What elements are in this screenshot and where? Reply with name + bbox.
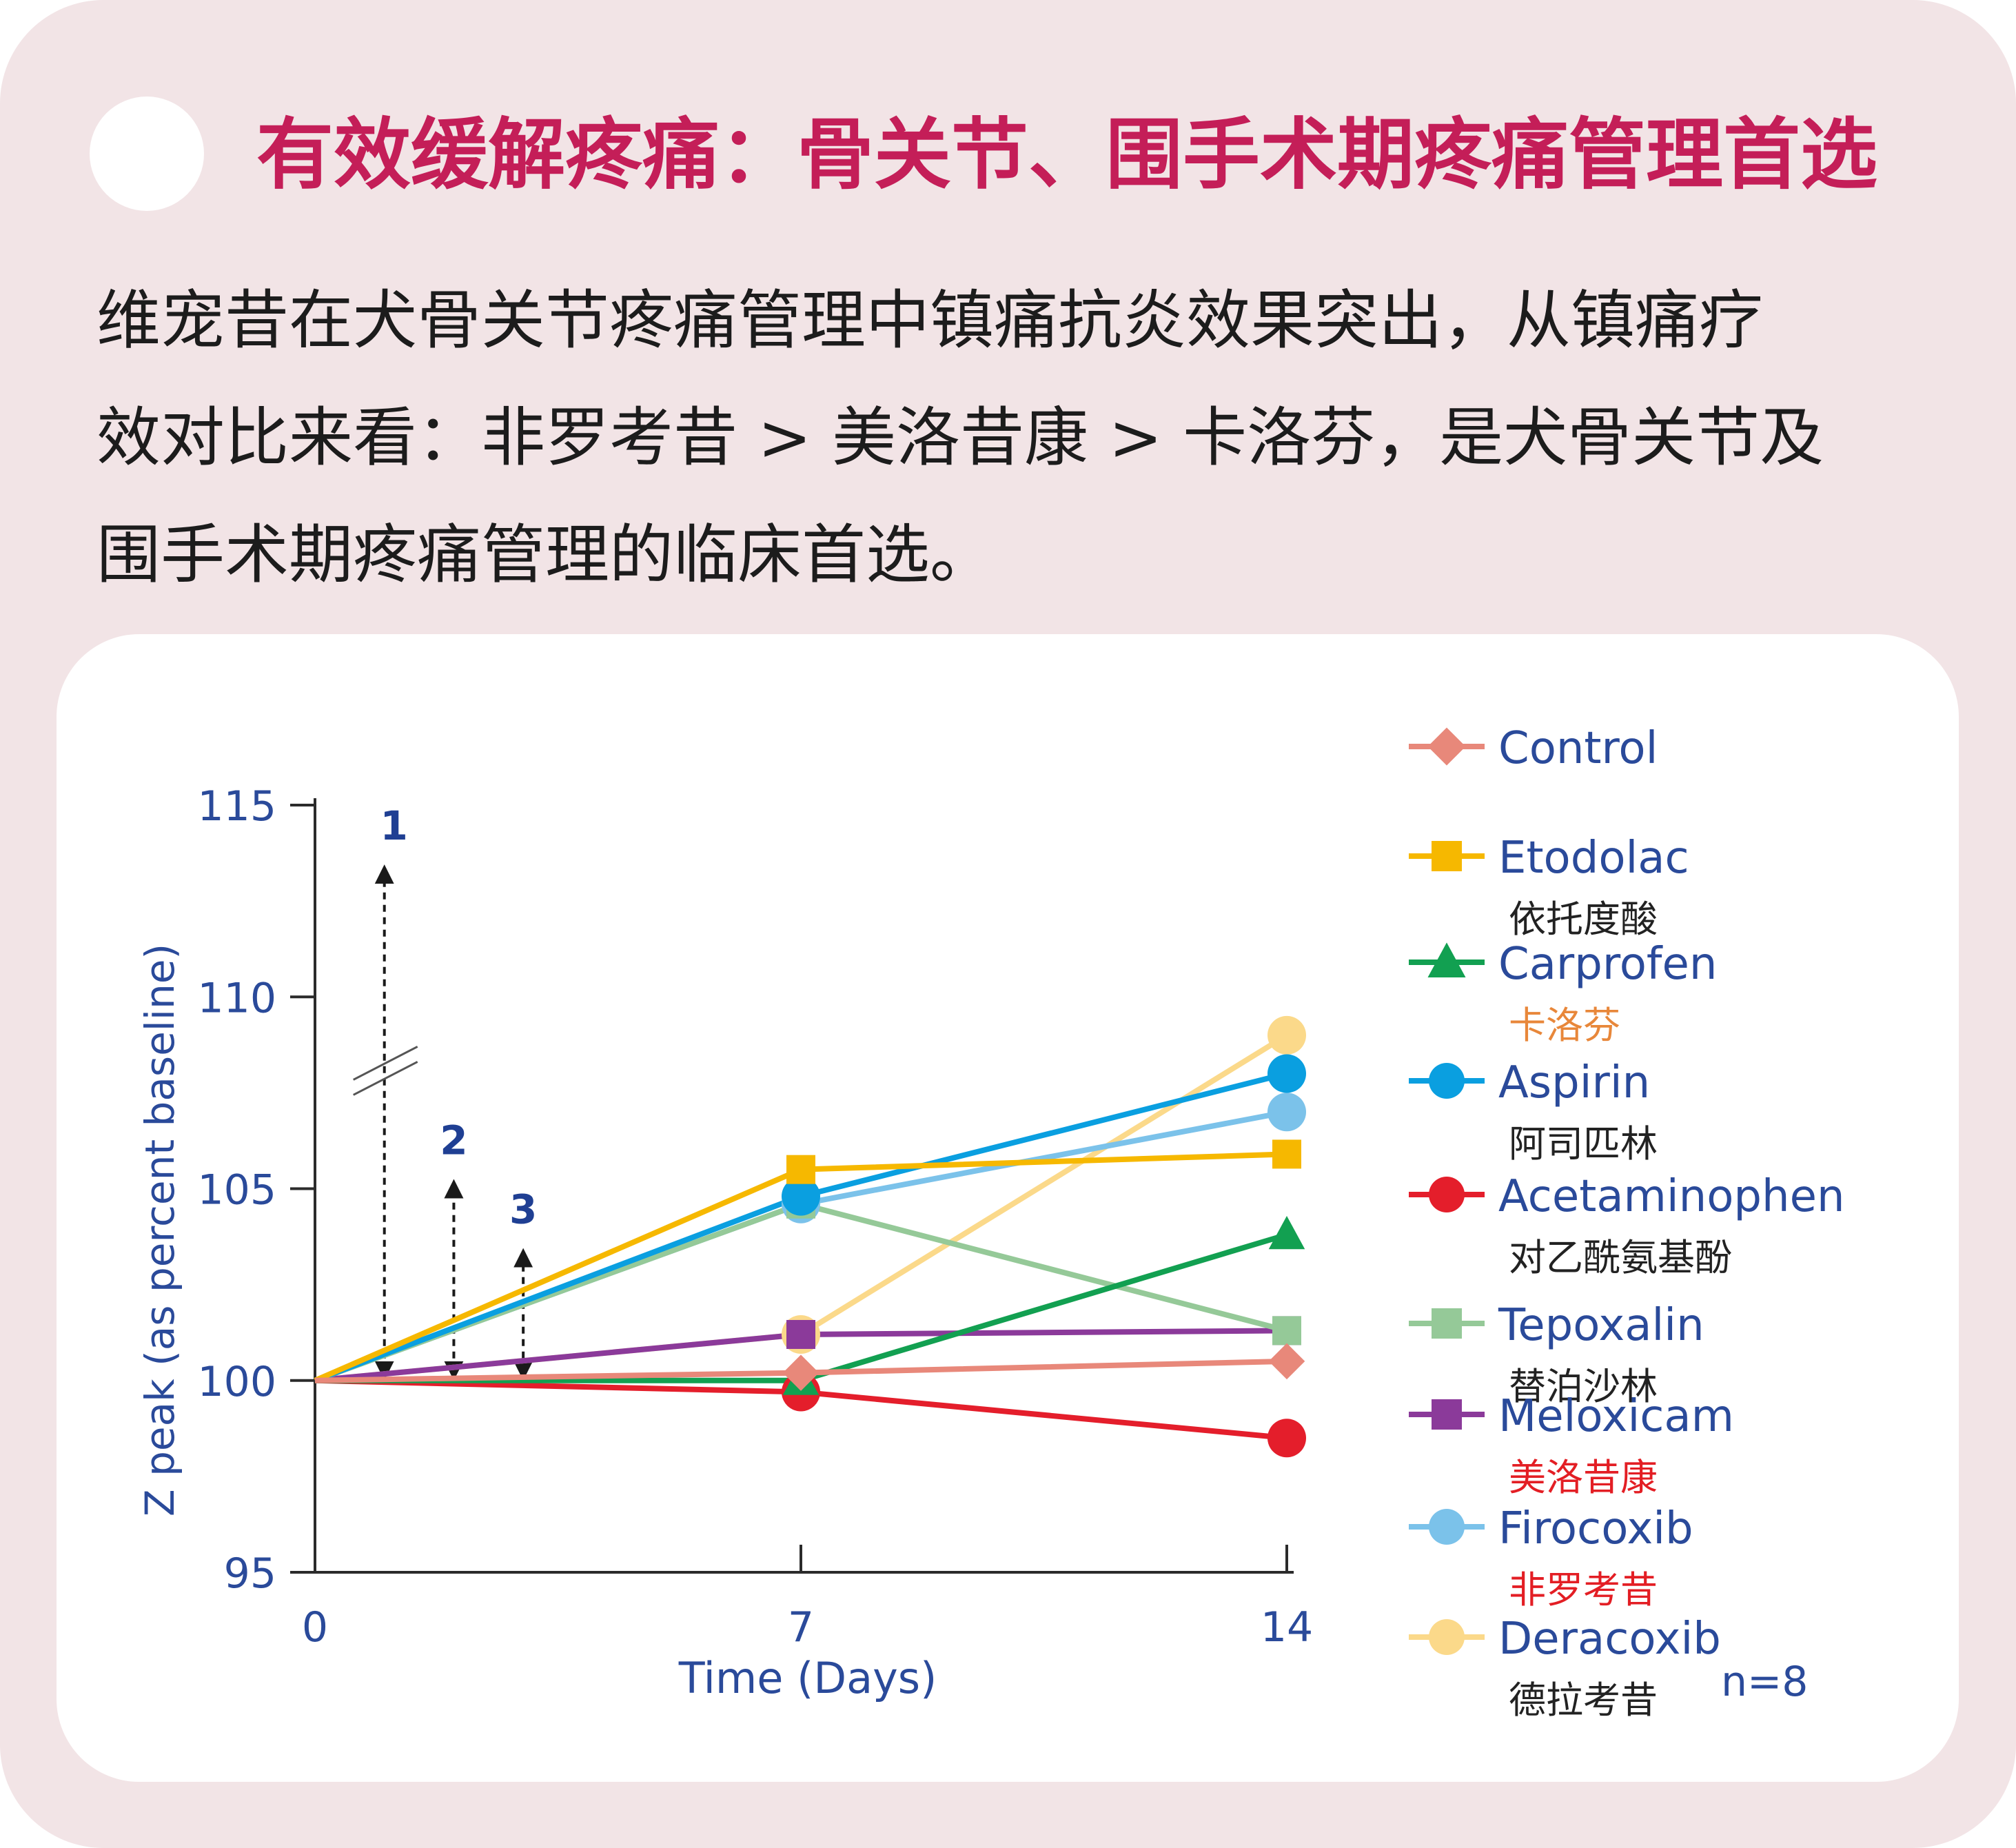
legend-marker-firocoxib bbox=[1429, 1509, 1465, 1545]
legend-label-etodolac: Etodolac bbox=[1498, 833, 1689, 884]
data-point-deracoxib bbox=[1267, 1015, 1306, 1055]
annotation-label: 2 bbox=[440, 1117, 467, 1164]
data-point-control bbox=[782, 1354, 819, 1391]
data-point-firocoxib bbox=[1267, 1093, 1306, 1132]
data-point-acetaminophen bbox=[1267, 1419, 1306, 1458]
legend-label-acetaminophen: Acetaminophen bbox=[1498, 1171, 1845, 1222]
annotation-label: 1 bbox=[380, 802, 408, 849]
data-point-tepoxalin bbox=[1272, 1316, 1301, 1346]
legend-label-deracoxib: Deracoxib bbox=[1498, 1614, 1721, 1665]
legend-cn-label: 美洛昔康 bbox=[1509, 1456, 1658, 1499]
intro-paragraph: 维宠昔在犬骨关节疼痛管理中镇痛抗炎效果突出，从镇痛疗 效对比来看：非罗考昔 > … bbox=[96, 262, 1944, 613]
legend-label-carprofen: Carprofen bbox=[1498, 939, 1717, 990]
x-tick-label: 14 bbox=[1261, 1603, 1313, 1652]
axis-break-mark bbox=[353, 1046, 418, 1081]
legend-label-meloxicam: Meloxicam bbox=[1498, 1391, 1734, 1442]
intro-line: 围手术期疼痛管理的临床首选。 bbox=[96, 518, 994, 592]
x-tick-label: 7 bbox=[788, 1603, 814, 1652]
legend-marker-aspirin bbox=[1429, 1063, 1465, 1099]
annotation-label: 3 bbox=[509, 1186, 537, 1233]
y-tick-label: 105 bbox=[197, 1166, 276, 1215]
legend-cn-label: 依托度酸 bbox=[1509, 897, 1658, 941]
legend-marker-acetaminophen bbox=[1429, 1177, 1465, 1212]
sample-size-label: n=8 bbox=[1721, 1658, 1808, 1706]
y-tick-label: 110 bbox=[197, 974, 276, 1022]
series-line-tepoxalin bbox=[314, 1201, 1288, 1383]
line-chart: 95 100 105 110 115 0 7 14 Time (Days) Z peak (as … bbox=[136, 723, 1845, 1722]
legend-cn-label: 替泊沙林 bbox=[1509, 1365, 1658, 1408]
data-point-carprofen bbox=[1268, 1215, 1305, 1250]
legend-marker-tepoxalin bbox=[1432, 1308, 1462, 1339]
intro-line: 效对比来看：非罗考昔 > 美洛昔康 > 卡洛芬，是犬骨关节及 bbox=[96, 400, 1824, 475]
legend-cn-label: 非罗考昔 bbox=[1509, 1568, 1658, 1612]
data-point-aspirin bbox=[782, 1177, 820, 1216]
legend-cn-label: 卡洛芬 bbox=[1509, 1004, 1620, 1047]
legend-cn-label: 对乙酰氨基酚 bbox=[1509, 1236, 1732, 1279]
legend-marker-control bbox=[1427, 727, 1466, 766]
title-bullet-circle bbox=[90, 97, 204, 211]
data-point-etodolac bbox=[1272, 1139, 1301, 1169]
legend-label-firocoxib: Firocoxib bbox=[1498, 1503, 1693, 1554]
legend-cn-label: 阿司匹林 bbox=[1509, 1122, 1658, 1166]
legend-cn-label: 德拉考昔 bbox=[1509, 1678, 1658, 1722]
data-point-etodolac bbox=[786, 1155, 815, 1184]
x-tick-label: 0 bbox=[302, 1603, 328, 1652]
chart-panel: 95 100 105 110 115 0 7 14 Time (Days) Z peak (as … bbox=[57, 634, 1959, 1782]
page-title: 有效缓解疼痛：骨关节、围手术期疼痛管理首选 bbox=[256, 110, 1877, 200]
intro-line: 维宠昔在犬骨关节疼痛管理中镇痛抗炎效果突出，从镇痛疗 bbox=[96, 283, 1763, 358]
legend-marker-meloxicam bbox=[1432, 1399, 1462, 1430]
y-tick-label: 115 bbox=[197, 782, 276, 831]
legend-label-tepoxalin: Tepoxalin bbox=[1498, 1300, 1704, 1351]
data-point-meloxicam bbox=[786, 1319, 815, 1349]
y-axis-label: Z peak (as percent baseline) bbox=[136, 944, 183, 1516]
data-point-aspirin bbox=[1267, 1054, 1306, 1093]
legend-marker-carprofen bbox=[1427, 942, 1466, 977]
axis-break-mark bbox=[353, 1061, 418, 1096]
legend-marker-etodolac bbox=[1432, 841, 1462, 871]
legend-label-control: Control bbox=[1498, 723, 1658, 774]
x-axis-label: Time (Days) bbox=[678, 1653, 937, 1703]
y-tick-label: 95 bbox=[224, 1550, 276, 1598]
legend-label-aspirin: Aspirin bbox=[1498, 1057, 1650, 1108]
y-tick-label: 100 bbox=[197, 1358, 276, 1406]
legend-marker-deracoxib bbox=[1429, 1619, 1465, 1655]
data-point-control bbox=[1268, 1343, 1305, 1380]
